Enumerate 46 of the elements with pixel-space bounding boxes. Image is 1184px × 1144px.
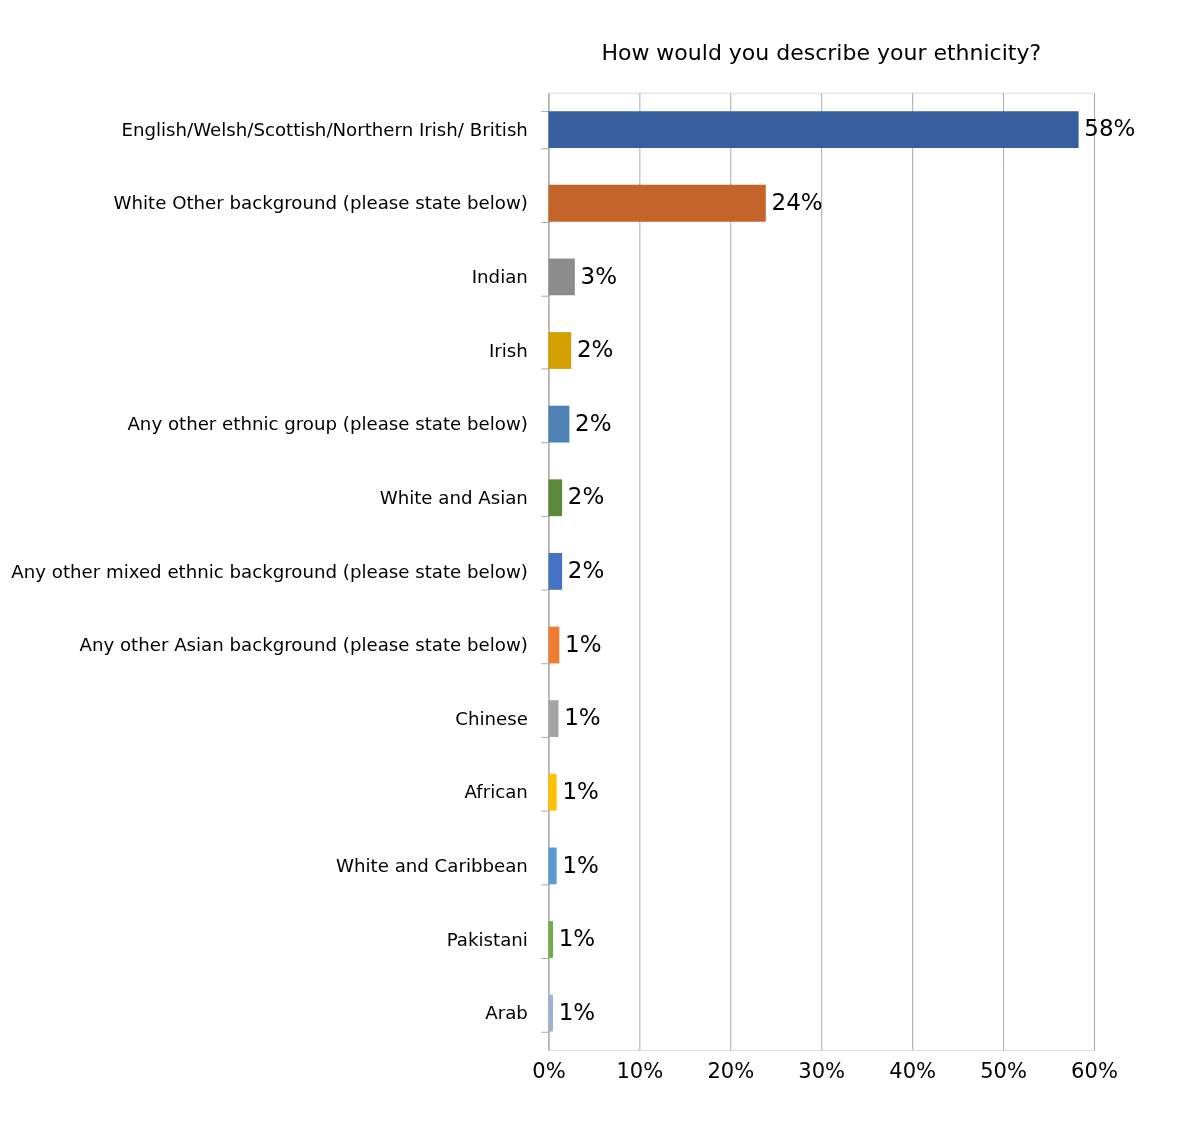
data-label: 1%	[558, 998, 596, 1025]
y-tick-label: Irish	[489, 339, 528, 361]
bar	[548, 773, 557, 811]
bar	[548, 258, 575, 296]
data-label: 2%	[576, 336, 614, 363]
x-tick-label: 50%	[980, 1058, 1027, 1084]
x-tick-label: 40%	[889, 1058, 937, 1084]
y-tick-label: Any other Asian background (please state below)	[79, 634, 528, 656]
data-label: 2%	[567, 557, 605, 584]
bar	[548, 847, 557, 885]
bar	[548, 184, 766, 222]
data-label: 2%	[575, 409, 612, 436]
y-tick-label: English/Welsh/Scottish/Northern Irish/ British	[121, 118, 528, 140]
x-tick-label: 60%	[1071, 1058, 1118, 1084]
bar	[548, 332, 572, 369]
x-tick-label: 20%	[707, 1058, 755, 1084]
y-tick-label: White and Caribbean	[336, 855, 528, 877]
y-tick-label: Chinese	[455, 707, 528, 729]
y-tick-label: White and Asian	[379, 486, 528, 508]
data-label: 1%	[558, 925, 596, 952]
y-tick-label: Indian	[471, 266, 528, 288]
y-tick-label: Arab	[485, 1002, 528, 1024]
x-tick-label: 10%	[616, 1058, 664, 1084]
bar	[548, 552, 563, 590]
data-label: 1%	[562, 851, 599, 878]
data-label: 58%	[1084, 115, 1136, 142]
chart-title: How would you describe your ethnicity?	[601, 40, 1042, 66]
x-tick-label: 30%	[798, 1058, 846, 1084]
y-tick-label: African	[464, 781, 528, 803]
data-label: 24%	[771, 188, 823, 215]
bar	[548, 626, 560, 664]
bar	[548, 921, 553, 958]
bar	[548, 994, 553, 1032]
data-label: 1%	[562, 777, 599, 804]
y-tick-label: Any other mixed ethnic background (please state below)	[11, 560, 528, 582]
bar	[548, 479, 563, 517]
y-tick-label: White Other background (please state below)	[113, 192, 528, 214]
bar	[548, 111, 1079, 149]
data-label: 2%	[567, 483, 605, 510]
data-label: 1%	[565, 630, 602, 657]
bar	[548, 405, 570, 443]
data-label: 1%	[564, 704, 601, 731]
y-tick-label: Any other ethnic group (please state below)	[127, 413, 528, 435]
x-tick-label: 0%	[532, 1058, 566, 1084]
y-tick-label: Pakistani	[446, 928, 528, 950]
data-label: 3%	[580, 262, 618, 289]
